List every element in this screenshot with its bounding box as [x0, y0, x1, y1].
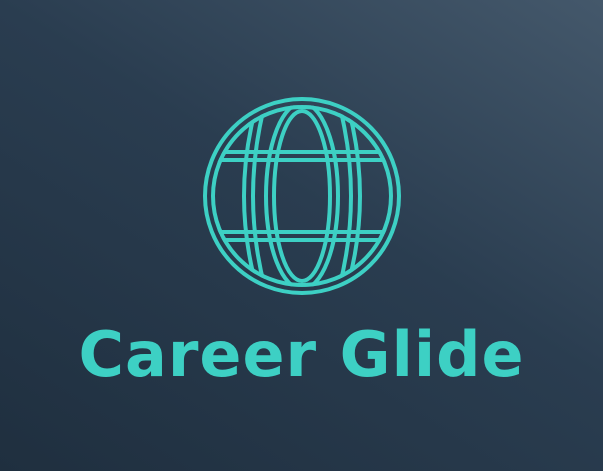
- globe-icon: [203, 97, 401, 295]
- brand-name: Career Glide: [78, 318, 525, 391]
